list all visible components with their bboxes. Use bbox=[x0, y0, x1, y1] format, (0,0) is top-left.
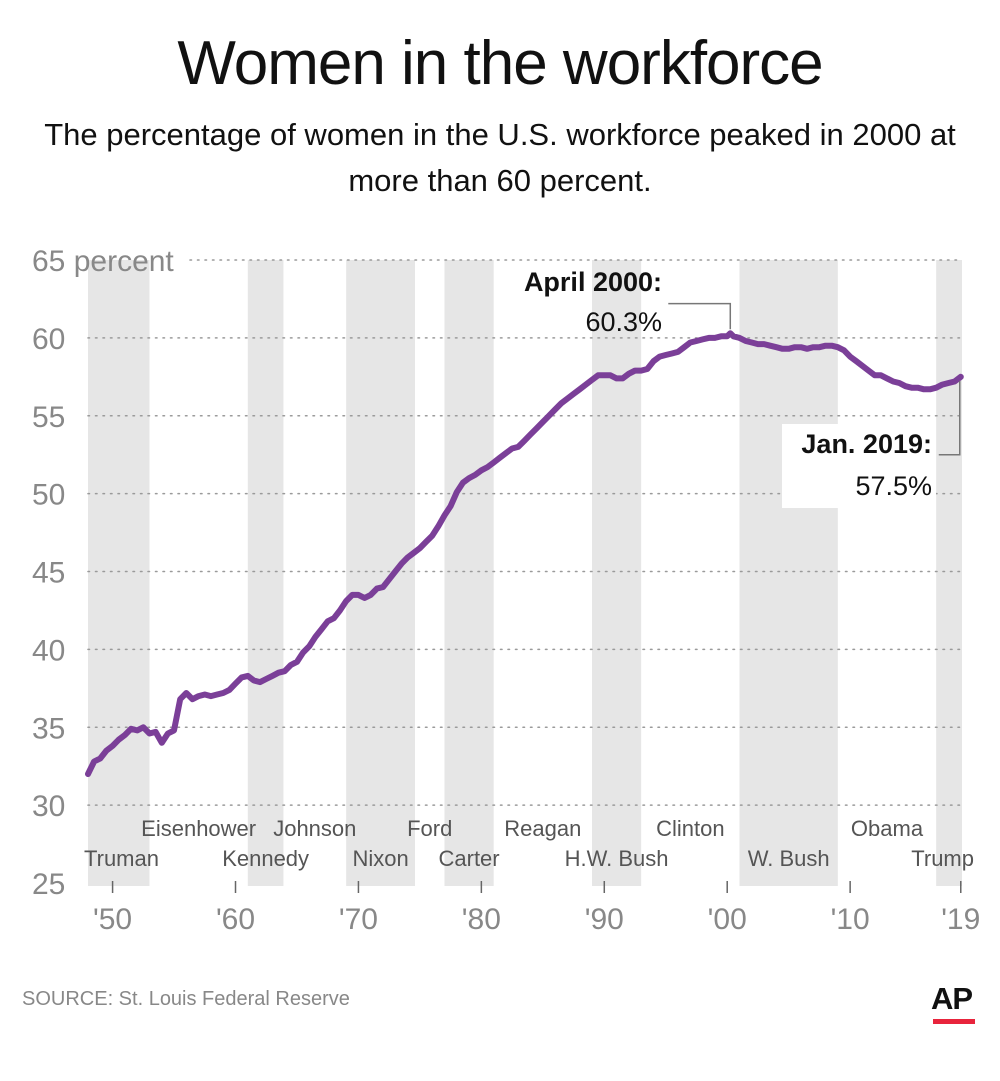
annotation-leader-latest bbox=[938, 380, 961, 456]
president-label-johnson: Johnson bbox=[273, 816, 356, 841]
annotation-title-peak: April 2000: bbox=[524, 267, 662, 297]
president-label-obama: Obama bbox=[851, 816, 924, 841]
source-note: SOURCE: St. Louis Federal Reserve bbox=[22, 988, 350, 1010]
president-band-h-w-bush bbox=[591, 260, 642, 886]
president-label-ford: Ford bbox=[407, 816, 452, 841]
y-tick-label: 25 bbox=[32, 868, 65, 901]
y-tick-label: 55 bbox=[32, 401, 65, 434]
president-label-clinton: Clinton bbox=[656, 816, 724, 841]
president-label-eisenhower: Eisenhower bbox=[141, 816, 256, 841]
president-shading-layer bbox=[88, 260, 962, 886]
x-tick-label: '60 bbox=[216, 903, 255, 936]
annotations-layer: April 2000: 60.3% Jan. 2019: 57.5% bbox=[524, 267, 961, 508]
x-tick-label: '70 bbox=[339, 903, 378, 936]
chart-title: Women in the workforce bbox=[177, 29, 823, 98]
x-tick-label: '90 bbox=[585, 903, 624, 936]
x-tick-label: '19 bbox=[941, 903, 980, 936]
y-tick-label: 40 bbox=[32, 634, 65, 667]
president-band-carter bbox=[444, 260, 494, 886]
ap-logo-text: AP bbox=[931, 981, 973, 1016]
annotation-value-peak: 60.3% bbox=[585, 307, 662, 337]
x-tick-label: '50 bbox=[93, 903, 132, 936]
y-tick-label: 50 bbox=[32, 479, 65, 512]
president-label-h-w-bush: H.W. Bush bbox=[565, 846, 669, 871]
president-label-truman: Truman bbox=[84, 846, 159, 871]
x-tick-label: '00 bbox=[708, 903, 747, 936]
x-tick-label: '10 bbox=[831, 903, 870, 936]
series-line-layer bbox=[85, 330, 964, 777]
president-labels-layer: Truman Eisenhower Kennedy Johnson Nixon Ford C… bbox=[84, 816, 974, 871]
annotation-leader-peak bbox=[668, 302, 732, 330]
president-band-nixon bbox=[346, 260, 415, 886]
y-tick-label: 45 bbox=[32, 557, 65, 590]
president-band-truman bbox=[88, 260, 150, 886]
y-tick-label: 60 bbox=[32, 323, 65, 356]
ap-logo: AP bbox=[931, 981, 979, 1024]
chart-subtitle: The percentage of women in the U.S. work… bbox=[44, 117, 956, 198]
annotation-bg-latest bbox=[782, 424, 936, 508]
president-label-reagan: Reagan bbox=[504, 816, 581, 841]
axis-labels-layer: 65 percent 60 55 50 45 40 35 30 25 '50 '60 '70 '80 '9… bbox=[32, 245, 980, 936]
president-label-w-bush: W. Bush bbox=[748, 846, 830, 871]
y-tick-label: 35 bbox=[32, 712, 65, 745]
president-label-trump: Trump bbox=[911, 846, 974, 871]
president-band-kennedy bbox=[247, 260, 284, 886]
annotation-title-latest: Jan. 2019: bbox=[801, 429, 932, 459]
president-label-carter: Carter bbox=[439, 846, 500, 871]
x-tick-label: '80 bbox=[462, 903, 501, 936]
ap-logo-bar bbox=[933, 1019, 975, 1024]
series-line bbox=[85, 330, 964, 777]
line-chart: Truman Eisenhower Kennedy Johnson Nixon Ford C… bbox=[32, 245, 980, 936]
y-tick-label: 30 bbox=[32, 790, 65, 823]
y-tick-label: 65 percent bbox=[32, 245, 174, 278]
president-label-nixon: Nixon bbox=[352, 846, 408, 871]
president-label-kennedy: Kennedy bbox=[222, 846, 309, 871]
annotation-value-latest: 57.5% bbox=[855, 471, 932, 501]
president-band-w-bush bbox=[739, 260, 838, 886]
president-band-trump bbox=[936, 260, 962, 886]
